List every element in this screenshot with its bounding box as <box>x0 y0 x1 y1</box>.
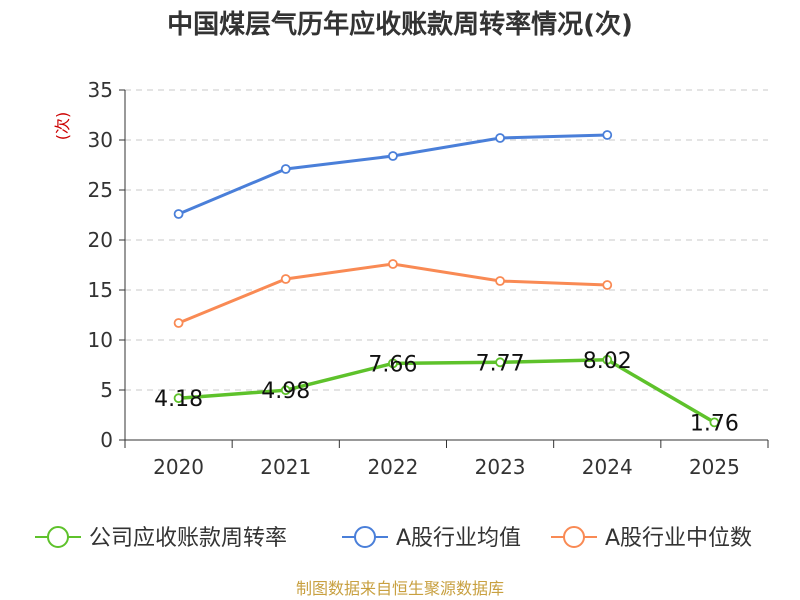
data-label: 8.02 <box>583 349 632 374</box>
y-tick-label: 35 <box>88 78 113 102</box>
legend-item: A股行业中位数 <box>551 526 752 551</box>
data-point <box>709 417 720 428</box>
series-0: 4.18 4.98 7.66 7.77 8.02 1.76 <box>154 349 739 437</box>
y-tick-label: 20 <box>88 228 113 252</box>
legend: 公司应收账款周转率 A股行业均值 A股行业中位数 <box>35 526 752 551</box>
data-label: 4.18 <box>154 387 203 412</box>
legend-marker <box>354 526 376 548</box>
data-point <box>173 318 184 328</box>
x-tick-label: 2020 <box>153 455 204 479</box>
data-label: 4.98 <box>261 379 310 404</box>
data-point <box>388 358 398 369</box>
data-point <box>280 274 291 284</box>
data-point <box>602 354 613 365</box>
data-label: 1.76 <box>690 411 739 436</box>
series-1 <box>173 130 613 219</box>
data-point <box>280 164 291 174</box>
data-point <box>602 280 613 290</box>
data-label: 7.66 <box>368 352 417 377</box>
y-axis-label: (次) <box>53 112 72 141</box>
data-point <box>173 209 184 219</box>
data-point <box>495 133 505 143</box>
y-tick-label: 0 <box>100 428 113 452</box>
chart-title: 中国煤层气历年应收账款周转率情况(次) <box>167 9 633 40</box>
series-line <box>178 133 608 216</box>
legend-label: A股行业均值 <box>396 526 521 551</box>
data-point <box>173 393 184 404</box>
legend-marker <box>563 526 585 548</box>
x-tick-label: 2024 <box>582 455 633 479</box>
series-line <box>178 262 608 325</box>
data-point <box>388 151 398 161</box>
legend-marker <box>47 526 69 548</box>
data-point <box>602 130 613 140</box>
data-point <box>388 259 398 269</box>
data-point <box>280 385 291 396</box>
y-tick-label: 25 <box>88 178 113 202</box>
data-label: 7.77 <box>476 351 525 376</box>
series-line <box>178 358 716 424</box>
legend-label: A股行业中位数 <box>605 526 752 551</box>
y-tick-label: 10 <box>88 328 113 352</box>
series-2 <box>173 259 613 328</box>
y-tick-label: 15 <box>88 278 113 302</box>
x-tick-label: 2022 <box>367 455 418 479</box>
x-tick-label: 2025 <box>689 455 740 479</box>
source-footer: 制图数据来自恒生聚源数据库 <box>296 579 504 598</box>
legend-item: 公司应收账款周转率 <box>35 526 287 551</box>
x-tick-label: 2021 <box>260 455 311 479</box>
legend-item: A股行业均值 <box>342 526 521 551</box>
grid-lines <box>125 89 768 391</box>
data-point <box>495 357 505 368</box>
data-point <box>495 276 505 286</box>
legend-label: 公司应收账款周转率 <box>89 526 287 551</box>
y-tick-label: 5 <box>100 378 113 402</box>
x-tick-label: 2023 <box>475 455 526 479</box>
y-tick-label: 30 <box>88 128 113 152</box>
series-layer: 4.18 4.98 7.66 7.77 8.02 1.76 <box>154 130 739 437</box>
